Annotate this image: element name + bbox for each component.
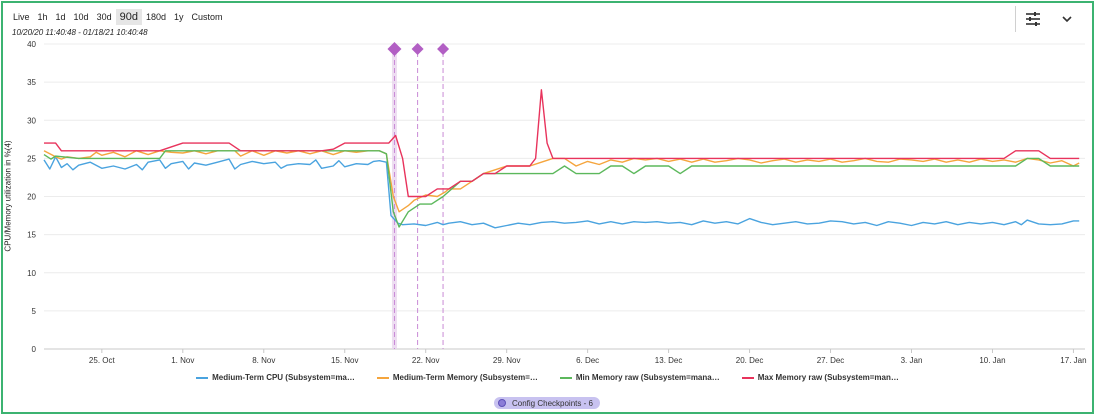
x-tick-label: 8. Nov [252,356,275,365]
legend-label: Medium-Term Memory (Subsystem=… [392,373,538,382]
legend-swatch [196,376,209,379]
series-line-medium-term-memory [43,150,1080,213]
legend-swatch [741,376,754,379]
toolbar-divider [1015,6,1016,32]
legend-item-medium-term-cpu[interactable]: Medium-Term CPU (Subsystem=ma… [196,373,355,382]
legend-label: Min Memory raw (Subsystem=mana… [575,373,720,382]
x-tick-label: 27. Dec [817,356,845,365]
x-tick-label: 1. Nov [171,356,194,365]
config-checkpoints-label: Config Checkpoints - 6 [512,398,593,408]
chart-settings-button[interactable] [1022,8,1044,30]
legend-label: Max Memory raw (Subsystem=man… [757,373,899,382]
config-checkpoints-pill[interactable]: Config Checkpoints - 6 [494,397,600,409]
sliders-icon [1026,12,1040,26]
date-range-label: 10/20/20 11:40:48 - 01/18/21 10:40:48 [12,28,148,37]
checkpoint-icon [498,399,506,407]
x-tick-label: 15. Nov [331,356,359,365]
range-button-90d[interactable]: 90d [115,9,142,25]
chart-legend: Medium-Term CPU (Subsystem=ma… Medium-Ter… [0,373,1095,382]
range-button-1y[interactable]: 1y [174,12,184,22]
checkpoint-diamond-icon [387,42,402,56]
expand-menu-button[interactable] [1056,8,1078,30]
legend-item-max-memory-raw[interactable]: Max Memory raw (Subsystem=man… [741,373,899,382]
range-button-10d[interactable]: 10d [73,12,89,22]
x-tick-label: 10. Jan [979,356,1005,365]
legend-label: Medium-Term CPU (Subsystem=ma… [212,373,355,382]
y-tick-label: 25 [27,154,36,163]
x-tick-label: 20. Dec [736,356,764,365]
x-tick-label: 6. Dec [576,356,599,365]
y-tick-label: 0 [32,345,37,354]
y-tick-label: 20 [27,193,36,202]
legend-swatch [376,376,389,379]
chevron-down-icon [1062,16,1072,23]
x-tick-label: 3. Jan [901,356,923,365]
checkpoint-diamond-icon [411,43,424,55]
legend-swatch [559,376,572,379]
x-tick-label: 17. Jan [1060,356,1086,365]
y-tick-label: 5 [32,307,37,316]
time-range-selector: Live 1h 1d 10d 30d 90d 180d 1y Custom [9,7,227,27]
y-tick-label: 10 [27,269,36,278]
range-button-live[interactable]: Live [13,12,30,22]
y-tick-label: 15 [27,231,36,240]
series-line-min-memory-raw [43,150,1080,228]
y-tick-label: 40 [27,40,36,49]
legend-item-min-memory-raw[interactable]: Min Memory raw (Subsystem=mana… [559,373,720,382]
series-line-medium-term-cpu [43,156,1080,229]
y-tick-label: 35 [27,78,36,87]
checkpoint-diamond-icon [437,43,450,55]
range-button-custom[interactable]: Custom [191,12,223,22]
range-button-1d[interactable]: 1d [55,12,66,22]
x-tick-label: 25. Oct [89,356,116,365]
range-button-1h[interactable]: 1h [37,12,48,22]
range-button-30d[interactable]: 30d [96,12,112,22]
x-tick-label: 22. Nov [412,356,440,365]
legend-item-medium-term-memory[interactable]: Medium-Term Memory (Subsystem=… [376,373,538,382]
x-tick-label: 29. Nov [493,356,521,365]
range-button-180d[interactable]: 180d [145,12,166,22]
series-line-max-memory-raw [44,89,1080,198]
y-tick-label: 30 [27,116,36,125]
x-tick-label: 13. Dec [655,356,683,365]
